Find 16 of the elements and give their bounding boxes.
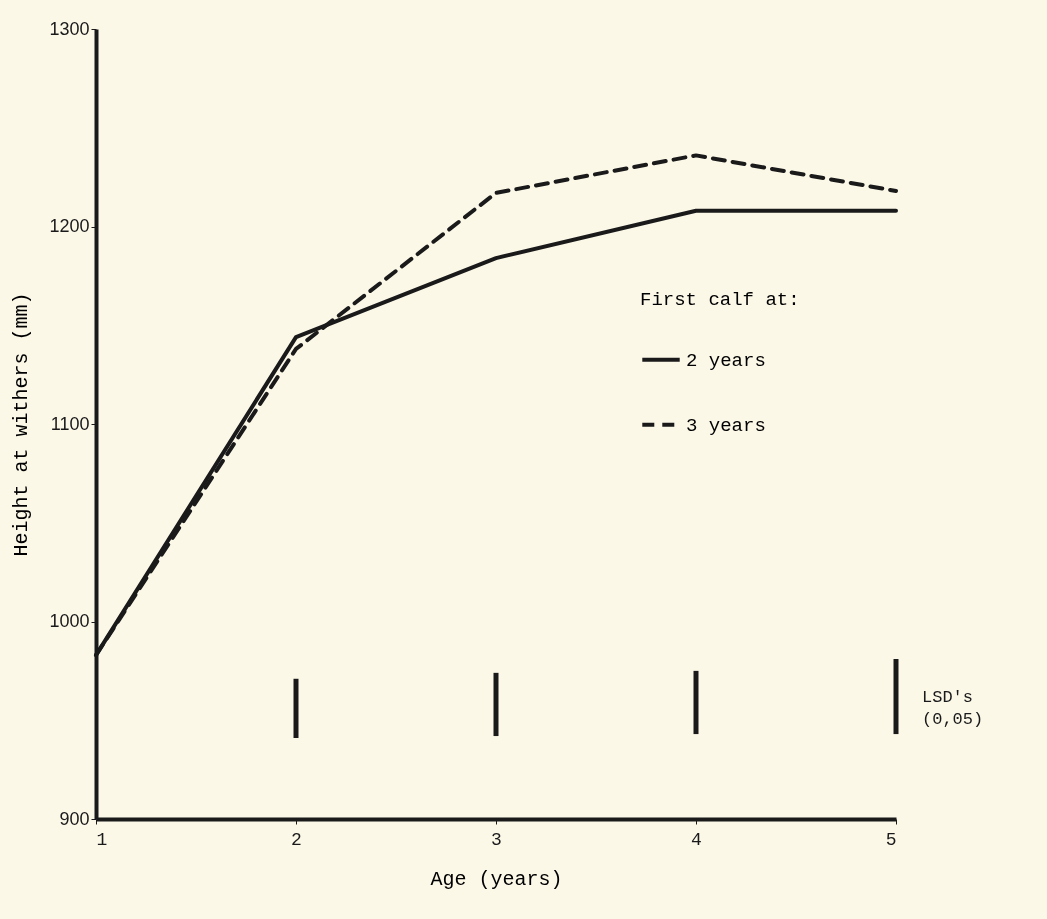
x-tick-label: 2 (291, 829, 302, 850)
y-tick-label: 1000 (49, 611, 90, 631)
y-tick-label: 900 (59, 808, 90, 829)
x-tick-label: 4 (691, 829, 702, 850)
legend-title: First calf at: (640, 288, 800, 311)
y-axis-title: Height at withers (mm) (10, 292, 34, 557)
x-axis-title: Age (years) (430, 867, 563, 891)
legend-label: 2 years (686, 349, 766, 372)
series-label: LSD's (0,05) (922, 687, 984, 729)
y-tick-label: 1300 (49, 18, 90, 39)
y-tick-label: 1100 (50, 413, 90, 434)
y-tick-label: 1200 (49, 216, 90, 236)
x-tick-label: 1 (96, 829, 108, 850)
x-tick-label: 5 (885, 829, 897, 850)
legend-label: 3 years (686, 414, 766, 437)
x-tick-label: 3 (491, 829, 502, 850)
